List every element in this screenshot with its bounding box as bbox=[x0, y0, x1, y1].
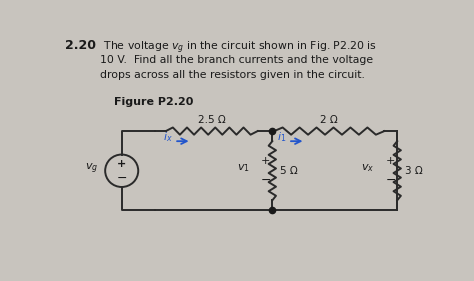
Text: −: − bbox=[385, 174, 396, 187]
Text: −: − bbox=[117, 172, 127, 185]
Text: 2.5 Ω: 2.5 Ω bbox=[198, 115, 226, 124]
Text: 2.20: 2.20 bbox=[65, 39, 96, 52]
Text: $v_x$: $v_x$ bbox=[361, 162, 374, 174]
Text: 2 Ω: 2 Ω bbox=[320, 115, 338, 124]
Text: drops across all the resistors given in the circuit.: drops across all the resistors given in … bbox=[100, 70, 365, 80]
Text: −: − bbox=[260, 174, 271, 187]
Text: $i_x$: $i_x$ bbox=[163, 131, 173, 144]
Text: $v_1$: $v_1$ bbox=[237, 162, 249, 174]
Text: Figure P2.20: Figure P2.20 bbox=[114, 97, 194, 107]
Text: $v_g$: $v_g$ bbox=[85, 162, 98, 176]
Text: 3 Ω: 3 Ω bbox=[405, 166, 422, 176]
Text: +: + bbox=[117, 159, 127, 169]
Text: The voltage $v_g$ in the circuit shown in Fig. P2.20 is: The voltage $v_g$ in the circuit shown i… bbox=[100, 39, 376, 56]
Text: +: + bbox=[261, 156, 270, 166]
Text: 5 Ω: 5 Ω bbox=[281, 166, 298, 176]
Text: $i_1$: $i_1$ bbox=[277, 131, 287, 144]
Text: 10 V.  Find all the branch currents and the voltage: 10 V. Find all the branch currents and t… bbox=[100, 55, 373, 65]
Text: +: + bbox=[386, 156, 395, 166]
